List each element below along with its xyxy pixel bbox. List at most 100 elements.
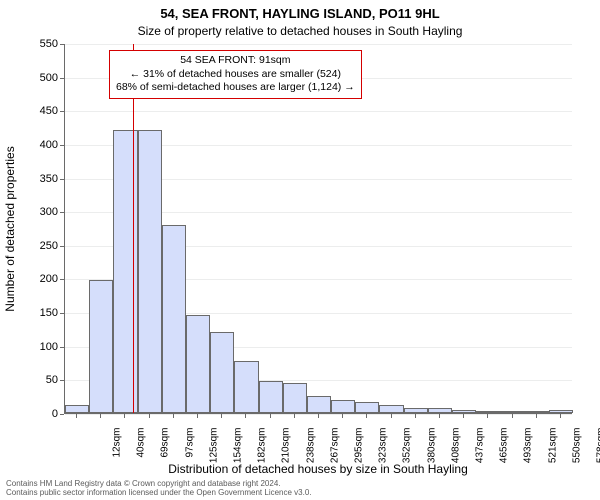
annotation-line3: 68% of semi-detached houses are larger (… <box>116 81 355 95</box>
xtick-mark <box>294 414 295 418</box>
xtick-mark <box>197 414 198 418</box>
ytick-label: 0 <box>22 408 58 420</box>
xtick-mark <box>366 414 367 418</box>
footer-attribution: Contains HM Land Registry data © Crown c… <box>6 479 312 498</box>
histogram-bar <box>525 411 549 413</box>
ytick-label: 200 <box>22 273 58 285</box>
xtick-mark <box>342 414 343 418</box>
ytick-mark <box>60 347 64 348</box>
xtick-mark <box>560 414 561 418</box>
xtick-label: 97sqm <box>184 428 195 472</box>
xtick-label: 69sqm <box>160 428 171 472</box>
ytick-mark <box>60 145 64 146</box>
histogram-bar <box>549 410 573 413</box>
ytick-mark <box>60 279 64 280</box>
histogram-bar <box>283 383 307 413</box>
histogram-bar <box>428 408 452 413</box>
xtick-mark <box>391 414 392 418</box>
histogram-bar <box>186 315 210 413</box>
histogram-bar <box>162 225 186 413</box>
xtick-mark <box>76 414 77 418</box>
xtick-mark <box>173 414 174 418</box>
ytick-mark <box>60 212 64 213</box>
xtick-mark <box>536 414 537 418</box>
xtick-label: 12sqm <box>112 428 123 472</box>
y-axis-label: Number of detached properties <box>3 146 17 311</box>
histogram-bar <box>138 130 162 413</box>
xtick-label: 295sqm <box>354 428 365 472</box>
ytick-mark <box>60 380 64 381</box>
histogram-bar <box>259 381 283 413</box>
xtick-mark <box>463 414 464 418</box>
ytick-label: 300 <box>22 206 58 218</box>
xtick-label: 125sqm <box>208 428 219 472</box>
ytick-label: 450 <box>22 105 58 117</box>
ytick-label: 350 <box>22 173 58 185</box>
xtick-label: 408sqm <box>450 428 461 472</box>
histogram-bar <box>476 411 500 413</box>
xtick-mark <box>149 414 150 418</box>
xtick-label: 40sqm <box>136 428 147 472</box>
xtick-label: 521sqm <box>547 428 558 472</box>
property-size-histogram: 54, SEA FRONT, HAYLING ISLAND, PO11 9HL … <box>0 0 600 500</box>
xtick-mark <box>415 414 416 418</box>
ytick-mark <box>60 313 64 314</box>
xtick-label: 465sqm <box>499 428 510 472</box>
annotation-box: 54 SEA FRONT: 91sqm ← 31% of detached ho… <box>109 50 362 99</box>
xtick-label: 323sqm <box>378 428 389 472</box>
ytick-label: 250 <box>22 240 58 252</box>
ytick-label: 500 <box>22 72 58 84</box>
ytick-mark <box>60 78 64 79</box>
ytick-label: 400 <box>22 139 58 151</box>
ytick-label: 100 <box>22 341 58 353</box>
xtick-label: 352sqm <box>402 428 413 472</box>
ytick-mark <box>60 179 64 180</box>
marker-line <box>133 44 134 413</box>
histogram-bar <box>331 400 355 413</box>
xtick-mark <box>318 414 319 418</box>
ytick-mark <box>60 44 64 45</box>
plot-area: 54 SEA FRONT: 91sqm ← 31% of detached ho… <box>64 44 572 414</box>
histogram-bar <box>65 405 89 413</box>
xtick-label: 437sqm <box>474 428 485 472</box>
ytick-mark <box>60 111 64 112</box>
footer-line2: Contains public sector information licen… <box>6 488 312 498</box>
ytick-label: 50 <box>22 374 58 386</box>
xtick-label: 550sqm <box>571 428 582 472</box>
ytick-mark <box>60 414 64 415</box>
xtick-label: 182sqm <box>257 428 268 472</box>
xtick-mark <box>439 414 440 418</box>
xtick-mark <box>512 414 513 418</box>
histogram-bar <box>500 411 524 413</box>
xtick-label: 238sqm <box>305 428 316 472</box>
ytick-mark <box>60 246 64 247</box>
xtick-label: 267sqm <box>329 428 340 472</box>
histogram-bar <box>210 332 234 413</box>
histogram-bar <box>452 410 476 413</box>
footer-line1: Contains HM Land Registry data © Crown c… <box>6 479 312 489</box>
histogram-bar <box>404 408 428 413</box>
histogram-bar <box>355 402 379 413</box>
xtick-mark <box>245 414 246 418</box>
xtick-label: 578sqm <box>595 428 600 472</box>
annotation-line1: 54 SEA FRONT: 91sqm <box>116 54 355 68</box>
xtick-mark <box>221 414 222 418</box>
gridline <box>65 44 572 45</box>
xtick-mark <box>270 414 271 418</box>
histogram-bar <box>307 396 331 413</box>
ytick-label: 550 <box>22 38 58 50</box>
xtick-label: 380sqm <box>426 428 437 472</box>
annotation-line2: ← 31% of detached houses are smaller (52… <box>116 68 355 82</box>
xtick-label: 154sqm <box>233 428 244 472</box>
chart-subtitle: Size of property relative to detached ho… <box>0 24 600 38</box>
ytick-label: 150 <box>22 307 58 319</box>
gridline <box>65 111 572 112</box>
xtick-label: 210sqm <box>281 428 292 472</box>
histogram-bar <box>379 405 403 413</box>
xtick-mark <box>100 414 101 418</box>
chart-title: 54, SEA FRONT, HAYLING ISLAND, PO11 9HL <box>0 6 600 21</box>
xtick-mark <box>124 414 125 418</box>
histogram-bar <box>234 361 258 413</box>
histogram-bar <box>113 130 137 413</box>
histogram-bar <box>89 280 113 413</box>
